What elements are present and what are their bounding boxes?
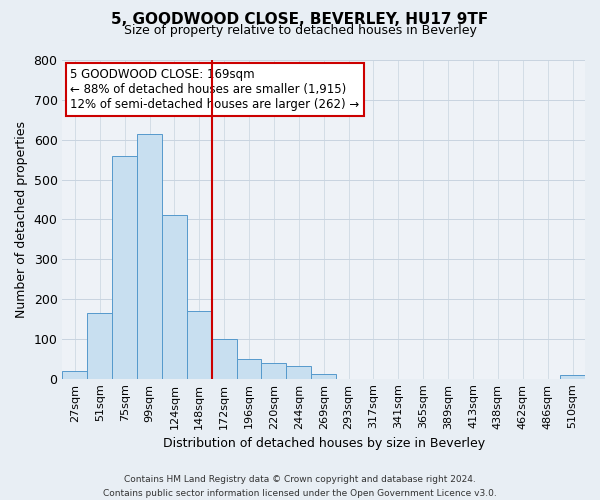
Bar xyxy=(262,362,286,378)
Bar xyxy=(236,359,262,378)
Text: 5, GOODWOOD CLOSE, BEVERLEY, HU17 9TF: 5, GOODWOOD CLOSE, BEVERLEY, HU17 9TF xyxy=(112,12,488,28)
Bar xyxy=(560,376,585,378)
Text: Contains HM Land Registry data © Crown copyright and database right 2024.
Contai: Contains HM Land Registry data © Crown c… xyxy=(103,476,497,498)
Bar xyxy=(137,134,162,378)
Text: Size of property relative to detached houses in Beverley: Size of property relative to detached ho… xyxy=(124,24,476,37)
Bar xyxy=(311,374,336,378)
Bar xyxy=(62,370,88,378)
Bar xyxy=(88,313,112,378)
X-axis label: Distribution of detached houses by size in Beverley: Distribution of detached houses by size … xyxy=(163,437,485,450)
Bar xyxy=(286,366,311,378)
Bar xyxy=(187,311,212,378)
Bar xyxy=(212,339,236,378)
Bar xyxy=(162,216,187,378)
Text: 5 GOODWOOD CLOSE: 169sqm
← 88% of detached houses are smaller (1,915)
12% of sem: 5 GOODWOOD CLOSE: 169sqm ← 88% of detach… xyxy=(70,68,359,111)
Bar xyxy=(112,156,137,378)
Y-axis label: Number of detached properties: Number of detached properties xyxy=(15,121,28,318)
